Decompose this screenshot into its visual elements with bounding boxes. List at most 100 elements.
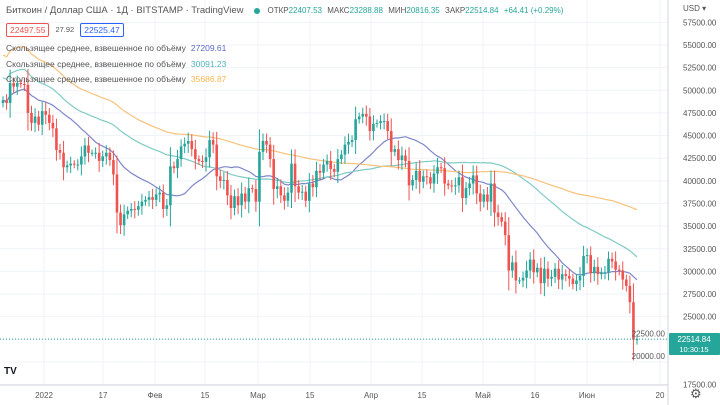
candle-body xyxy=(315,170,318,188)
candle-body xyxy=(443,168,446,184)
open-label: ОТКР xyxy=(267,5,289,15)
candle-body xyxy=(543,268,546,284)
candle-body xyxy=(226,179,229,196)
candle-body xyxy=(204,157,208,162)
settings-gear-icon[interactable]: ⚙ xyxy=(690,386,702,401)
candle-body xyxy=(318,170,322,173)
price-tick-label: 50000.00 xyxy=(683,86,717,95)
candle-body xyxy=(15,83,19,87)
candle-body xyxy=(304,191,308,201)
candle-body xyxy=(240,193,243,206)
candle-body xyxy=(582,256,585,276)
candle-body xyxy=(311,183,315,188)
candle-body xyxy=(471,175,475,184)
indicator-vwma-2[interactable]: Скользящее среднее, взвешенное по объёму… xyxy=(6,58,566,69)
candle-body xyxy=(354,119,357,141)
candle-body xyxy=(418,170,422,182)
candle-body xyxy=(429,177,432,184)
current-price-label: 22514.84 10:30:15 xyxy=(669,333,720,355)
candle-body xyxy=(340,154,343,160)
candle-body xyxy=(468,183,471,189)
candle-body xyxy=(592,266,596,274)
candle-body xyxy=(94,152,97,154)
sell-price-button[interactable]: 22497.55 xyxy=(6,22,50,37)
candle-body xyxy=(129,208,133,211)
candle-body xyxy=(5,100,8,103)
candle-body xyxy=(258,151,261,202)
indicator-vwma-1[interactable]: Скользящее среднее, взвешенное по объёму… xyxy=(6,44,566,53)
time-tick-label: Апр xyxy=(364,391,379,400)
candle-body xyxy=(108,152,112,161)
price-tick-label: 52500.00 xyxy=(683,64,717,73)
price-tick-label: 30000.00 xyxy=(683,267,717,276)
candle-body xyxy=(268,144,272,160)
candle-body xyxy=(461,177,464,199)
high-label: МАКС xyxy=(327,5,350,15)
candle-body xyxy=(414,170,418,180)
candle-body xyxy=(535,267,539,273)
candle-body xyxy=(133,208,137,210)
candle-body xyxy=(500,217,503,222)
candle-body xyxy=(151,197,154,200)
candle-body xyxy=(218,176,222,181)
tradingview-logo[interactable]: TV xyxy=(4,366,17,377)
indicator-value: 35686.87 xyxy=(190,74,227,84)
time-tick-label: Фев xyxy=(148,391,163,400)
candle-body xyxy=(511,262,514,271)
candle-body xyxy=(575,280,578,285)
price-tick-label: 27500.00 xyxy=(683,290,717,299)
candle-body xyxy=(243,193,247,202)
candle-body xyxy=(357,116,361,120)
candle-body xyxy=(375,122,379,124)
indicator-value: 30091.23 xyxy=(190,58,227,69)
candle-body xyxy=(97,152,101,161)
candle-body xyxy=(55,128,58,151)
time-tick-label: Июн xyxy=(579,391,595,400)
buy-price-button[interactable]: 22525.47 xyxy=(80,22,124,37)
price-tick-label: 25000.00 xyxy=(683,313,717,322)
candle-body xyxy=(279,186,283,196)
candle-body xyxy=(368,116,372,132)
candle-body xyxy=(454,185,457,187)
price-tick-label: 17500.00 xyxy=(683,381,717,390)
candle-body xyxy=(325,160,329,165)
candle-body xyxy=(308,183,311,201)
candle-body xyxy=(251,188,254,190)
candle-body xyxy=(190,140,194,150)
high-value: 23288.88 xyxy=(349,5,383,15)
candle-body xyxy=(254,188,258,202)
candle-body xyxy=(546,268,550,279)
candle-body xyxy=(87,145,90,153)
candle-body xyxy=(297,186,300,193)
price-tick-label: 22500.00 xyxy=(632,329,666,338)
candle-body xyxy=(51,122,55,129)
candle-body xyxy=(475,175,479,194)
symbol-title[interactable]: Биткоин / Доллар США · 1Д · BITSTAMP · T… xyxy=(6,5,244,16)
candle-body xyxy=(286,192,290,201)
candle-body xyxy=(62,152,65,168)
candle-body xyxy=(119,212,122,226)
price-axis[interactable]: 57500.00 55000.00 52500.00 50000.00 47500.00… xyxy=(632,18,717,389)
currency-selector[interactable]: USD ▾ xyxy=(683,4,707,13)
candle-body xyxy=(211,140,215,145)
candle-body xyxy=(147,197,151,200)
time-axis[interactable]: 2022 17 Фев 15 Мар 15 Апр 15 Май 16 Июн 20 xyxy=(35,391,665,400)
candle-body xyxy=(122,214,126,226)
candle-body xyxy=(382,121,386,123)
candle-body xyxy=(610,258,614,262)
candle-body xyxy=(539,267,543,284)
candle-body xyxy=(407,160,411,186)
candle-body xyxy=(19,83,23,85)
candle-body xyxy=(411,179,414,186)
candle-body xyxy=(404,155,407,161)
grid xyxy=(0,0,668,386)
price-tick-label: 47500.00 xyxy=(683,109,717,118)
indicator-vwma-3[interactable]: Скользящее среднее, взвешенное по объёму… xyxy=(6,75,566,84)
time-tick-label: 15 xyxy=(201,391,210,400)
candle-body xyxy=(90,152,94,154)
candle-body xyxy=(26,84,30,113)
candles xyxy=(0,68,668,361)
close-value: 22514.84 xyxy=(465,5,499,15)
candle-body xyxy=(332,169,336,172)
